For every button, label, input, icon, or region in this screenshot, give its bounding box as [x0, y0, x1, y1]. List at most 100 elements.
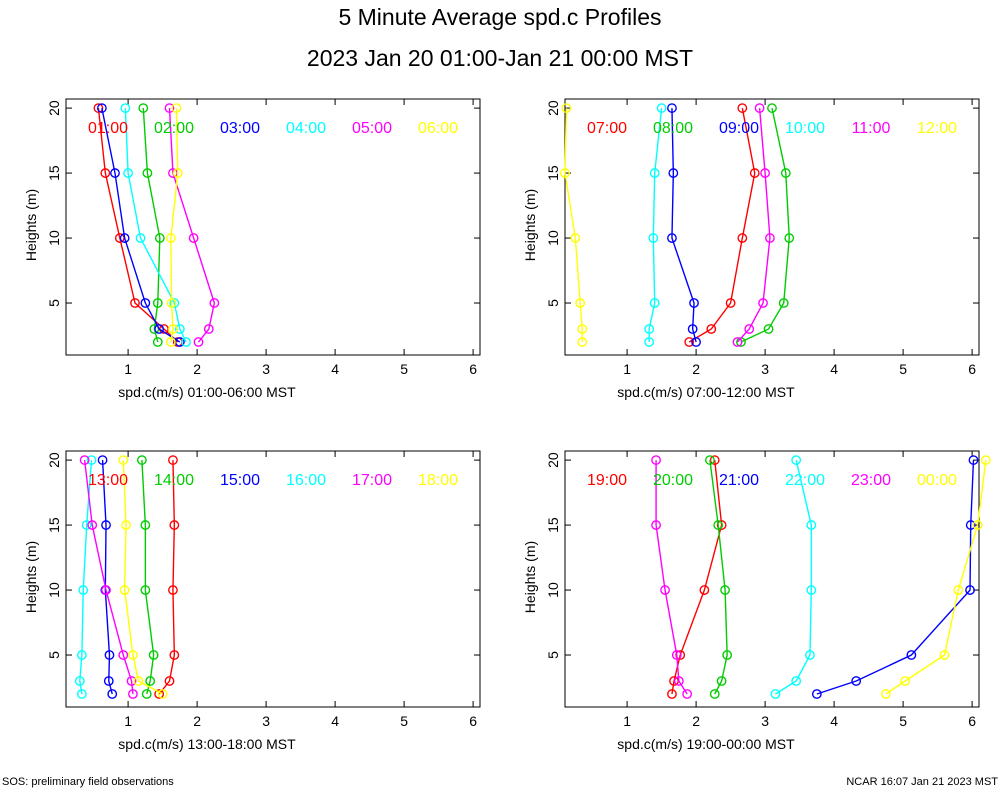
y-axis-label: Heights (m)	[23, 189, 39, 261]
data-point	[169, 650, 180, 660]
data-point	[644, 324, 655, 334]
data-point	[673, 676, 684, 686]
legend-label: 13:00	[88, 472, 128, 489]
data-point	[152, 298, 163, 308]
series-line-1200	[564, 108, 583, 343]
plot-frame	[564, 98, 980, 356]
data-point	[103, 676, 114, 686]
footer-timestamp: NCAR 16:07 Jan 21 2023 MST	[846, 776, 998, 788]
series-line-1500	[101, 460, 113, 695]
x-tick-label: 1	[124, 361, 132, 377]
legend-label: 05:00	[352, 120, 392, 137]
data-point	[128, 650, 138, 660]
data-point	[577, 324, 588, 334]
legend-label: 01:00	[88, 120, 128, 137]
data-point	[174, 324, 185, 334]
data-point	[953, 585, 964, 595]
data-point	[172, 168, 183, 178]
data-point	[668, 168, 679, 178]
data-point	[561, 103, 572, 113]
data-point	[687, 324, 698, 334]
data-point	[965, 585, 975, 595]
data-point	[754, 103, 765, 113]
data-point	[123, 168, 134, 178]
data-point	[142, 168, 153, 178]
x-tick-label: 1	[124, 713, 132, 729]
data-point	[716, 520, 727, 530]
data-point	[119, 585, 130, 595]
data-point	[169, 520, 180, 530]
series-line-0400	[124, 108, 187, 343]
data-point	[87, 520, 98, 530]
data-point	[778, 298, 789, 308]
y-tick-label: 5	[545, 651, 561, 659]
legend-label: 08:00	[653, 120, 693, 137]
legend-label: 18:00	[418, 472, 458, 489]
x-tick-label: 5	[400, 713, 408, 729]
data-point	[165, 233, 176, 243]
x-tick-label: 3	[761, 361, 769, 377]
data-point	[203, 324, 214, 334]
legend-label: 16:00	[286, 472, 326, 489]
series-line-1900	[671, 460, 723, 695]
data-point	[171, 103, 182, 113]
series-line-1300	[158, 460, 176, 695]
x-tick-label: 2	[193, 361, 201, 377]
series-line-0900	[671, 108, 697, 343]
series-line-1400	[141, 460, 155, 695]
data-point	[126, 676, 137, 686]
plot-frame	[65, 98, 481, 356]
data-point	[575, 298, 586, 308]
y-tick-label: 15	[46, 165, 62, 181]
data-point	[86, 455, 97, 465]
data-point	[93, 103, 104, 113]
data-point	[939, 650, 950, 660]
data-point	[709, 689, 720, 699]
data-point	[880, 689, 891, 699]
data-point	[706, 324, 717, 334]
y-tick-label: 15	[545, 165, 561, 181]
x-axis-label: spd.c(m/s) 13:00-18:00 MST	[118, 736, 296, 752]
data-point	[805, 650, 815, 660]
data-point	[667, 233, 677, 243]
data-point	[649, 168, 660, 178]
x-tick-label: 5	[400, 361, 408, 377]
x-tick-label: 1	[623, 361, 631, 377]
data-point	[675, 650, 686, 660]
legend-label: 06:00	[418, 120, 458, 137]
data-point	[79, 455, 90, 465]
y-tick-label: 5	[545, 299, 561, 307]
x-tick-label: 3	[761, 713, 769, 729]
data-point	[154, 324, 165, 334]
x-axis-label: spd.c(m/s) 07:00-12:00 MST	[617, 384, 795, 400]
data-point	[725, 298, 736, 308]
data-point	[145, 676, 156, 686]
y-tick-label: 20	[545, 100, 561, 116]
legend-label: 09:00	[719, 120, 759, 137]
data-point	[749, 168, 760, 178]
data-point	[737, 103, 748, 113]
data-point	[140, 298, 151, 308]
data-point	[154, 233, 165, 243]
data-point	[166, 298, 177, 308]
series-line-1700	[83, 460, 134, 695]
data-point	[100, 168, 111, 178]
series-line-2100	[816, 460, 975, 695]
series-line-2300	[655, 460, 688, 695]
data-point	[128, 689, 138, 699]
legend-label: 15:00	[220, 472, 260, 489]
data-point	[168, 324, 178, 334]
x-tick-label: 2	[692, 713, 700, 729]
data-point	[140, 520, 151, 530]
data-point	[667, 103, 677, 113]
x-tick-label: 5	[899, 361, 907, 377]
data-point	[188, 233, 199, 243]
data-point	[968, 455, 979, 465]
y-tick-label: 5	[46, 299, 62, 307]
y-axis-label: Heights (m)	[23, 541, 39, 613]
data-point	[76, 689, 87, 699]
legend-label: 00:00	[917, 472, 957, 489]
x-tick-label: 3	[262, 713, 270, 729]
